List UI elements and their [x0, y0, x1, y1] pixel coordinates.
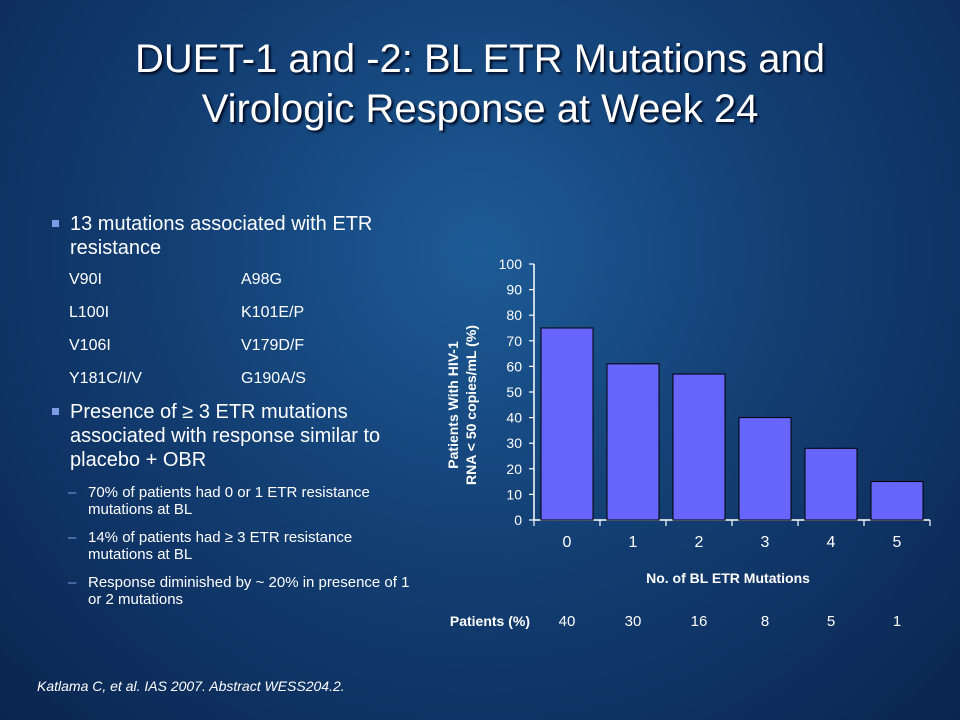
y-tick-label: 0 [514, 512, 522, 528]
sub-bullet-text: 70% of patients had 0 or 1 ETR resistanc… [88, 484, 370, 518]
y-axis-label-line-2: RNA < 50 copies/mL (%) [463, 325, 479, 485]
bullet-presence-text: Presence of ≥ 3 ETR mutations associated… [70, 401, 381, 471]
square-bullet-icon [52, 220, 59, 227]
sub-bullet-text: Response diminished by ~ 20% in presence… [88, 574, 410, 608]
bar [738, 417, 792, 521]
sub-bullet-text: 14% of patients had ≥ 3 ETR resistance m… [88, 529, 353, 563]
dash-bullet-icon: – [68, 574, 77, 591]
patients-pct-value: 40 [559, 613, 576, 630]
bar [540, 327, 594, 521]
y-tick-label: 40 [506, 410, 522, 426]
sub-bullet-list: – 70% of patients had 0 or 1 ETR resista… [68, 484, 420, 608]
bullet-mutations: 13 mutations associated with ETR resista… [50, 212, 420, 260]
bar [606, 363, 660, 521]
y-tick-label: 90 [506, 282, 522, 298]
sub-bullet: – 14% of patients had ≥ 3 ETR resistance… [68, 529, 420, 563]
x-tick-label: 1 [629, 534, 638, 551]
slide-title: DUET-1 and -2: BL ETR Mutations and Viro… [20, 34, 940, 134]
dash-bullet-icon: – [68, 529, 77, 546]
mutation-item: G190A/S [241, 370, 306, 387]
y-tick-label: 50 [506, 384, 522, 400]
title-line-2: Virologic Response at Week 24 [201, 87, 759, 131]
y-tick-label: 100 [499, 256, 523, 272]
bullet-presence: Presence of ≥ 3 ETR mutations associated… [50, 400, 420, 472]
patients-pct-value: 30 [625, 613, 642, 630]
bar [804, 447, 858, 521]
x-tick-label: 2 [695, 534, 704, 551]
y-tick-label: 20 [506, 461, 522, 477]
x-tick-label: 5 [893, 534, 902, 551]
x-tick-label: 4 [827, 534, 836, 551]
y-tick-label: 30 [506, 435, 522, 451]
y-axis-label-line-1: Patients With HIV-1 [445, 341, 461, 469]
bullet-mutations-text: 13 mutations associated with ETR resista… [70, 213, 373, 259]
patients-pct-value: 5 [827, 613, 835, 630]
title-line-1: DUET-1 and -2: BL ETR Mutations and [135, 37, 825, 81]
bar [672, 373, 726, 521]
dash-bullet-icon: – [68, 484, 77, 501]
bar [870, 481, 924, 521]
patients-pct-value: 8 [761, 613, 769, 630]
y-tick-label: 10 [506, 486, 522, 502]
sub-bullet: – Response diminished by ~ 20% in presen… [68, 574, 420, 608]
x-tick-label: 0 [563, 534, 572, 551]
x-axis-label: No. of BL ETR Mutations [646, 570, 810, 586]
left-text-panel: 13 mutations associated with ETR resista… [50, 212, 420, 619]
sub-bullet: – 70% of patients had 0 or 1 ETR resista… [68, 484, 420, 518]
mutation-item: V106I [69, 337, 111, 354]
y-tick-label: 70 [506, 333, 522, 349]
mutation-item: L100I [69, 304, 110, 321]
square-bullet-icon [52, 408, 59, 415]
citation: Katlama C, et al. IAS 2007. Abstract WES… [37, 678, 345, 694]
mutation-item: Y181C/I/V [69, 370, 142, 387]
mutation-item: K101E/P [241, 304, 305, 321]
y-tick-label: 60 [506, 358, 522, 374]
mutation-item: V90I [69, 271, 102, 288]
patients-pct-value: 1 [893, 613, 901, 630]
x-tick-label: 3 [761, 534, 770, 551]
mutation-list: V90I A98G L100I K101E/P V106I V179D/F Y1… [69, 270, 420, 388]
mutation-item: V179D/F [241, 337, 305, 354]
patients-label: Patients (%) [450, 613, 530, 629]
y-tick-label: 80 [506, 307, 522, 323]
mutation-item: A98G [241, 271, 282, 288]
patients-pct-value: 16 [691, 613, 708, 630]
